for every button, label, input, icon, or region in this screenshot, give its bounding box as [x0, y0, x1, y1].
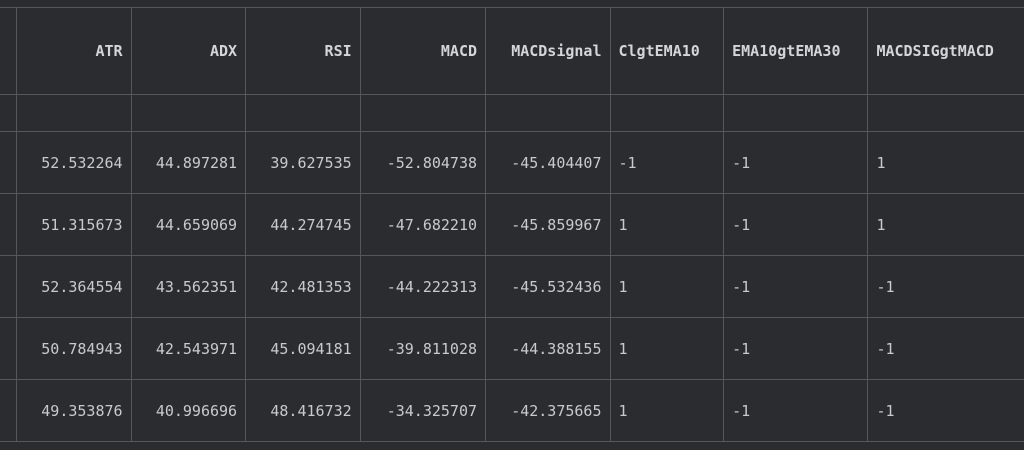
column-header: ATR	[16, 7, 132, 95]
table-cell: -1	[723, 255, 869, 318]
table-cell: -1	[723, 193, 869, 256]
table-cell: 39.627535	[245, 131, 361, 194]
index-cell	[0, 193, 17, 256]
table-cell: 52.364554	[16, 255, 132, 318]
table-row: 49.353876 40.996696 48.416732 -34.325707…	[0, 379, 1024, 442]
table-cell: 42.543971	[130, 317, 247, 380]
column-header: MACDSIGgtMACD	[867, 7, 1024, 95]
table-cell: -1	[867, 379, 1024, 442]
table-cell: 42.481353	[245, 255, 361, 318]
table-cell: 1	[609, 379, 725, 442]
table-cell: -47.682210	[359, 193, 487, 256]
index-name-row	[0, 94, 1024, 132]
index-cell	[0, 379, 17, 442]
table-cell: -39.811028	[359, 317, 487, 380]
column-header: ADX	[130, 7, 247, 95]
table-cell: 44.274745	[245, 193, 361, 256]
table-cell: -45.404407	[485, 131, 611, 194]
column-header: EMA10gtEMA30	[723, 7, 869, 95]
header-row: ATR ADX RSI MACD MACDsignal ClgtEMA10 EM…	[0, 7, 1024, 95]
index-cell	[0, 317, 17, 380]
table-row: 52.364554 43.562351 42.481353 -44.222313…	[0, 255, 1024, 318]
column-header: MACD	[359, 7, 487, 95]
table-row: 52.532264 44.897281 39.627535 -52.804738…	[0, 131, 1024, 194]
table-cell: 1	[609, 193, 725, 256]
table-cell: 43.562351	[130, 255, 247, 318]
table-cell: 44.659069	[130, 193, 247, 256]
table-cell: 40.996696	[130, 379, 247, 442]
index-cell	[0, 255, 17, 318]
table-cell: -42.375665	[485, 379, 611, 442]
table-cell: -44.222313	[359, 255, 487, 318]
table-cell: -45.532436	[485, 255, 611, 318]
table-cell: 48.416732	[245, 379, 361, 442]
table-cell: 45.094181	[245, 317, 361, 380]
table-cell: -34.325707	[359, 379, 487, 442]
table-cell: 1	[609, 255, 725, 318]
table-row: 50.784943 42.543971 45.094181 -39.811028…	[0, 317, 1024, 380]
table-cell: 44.897281	[130, 131, 247, 194]
table-cell: 51.315673	[16, 193, 132, 256]
table-cell: -1	[867, 317, 1024, 380]
table-cell: 52.532264	[16, 131, 132, 194]
table-row: 51.315673 44.659069 44.274745 -47.682210…	[0, 193, 1024, 256]
table-cell: -1	[723, 131, 869, 194]
table-cell: -45.859967	[485, 193, 611, 256]
table-cell: 1	[867, 193, 1024, 256]
table-cell: 1	[609, 317, 725, 380]
dataframe-table: ATR ADX RSI MACD MACDsignal ClgtEMA10 EM…	[0, 7, 1024, 442]
table-cell: -1	[867, 255, 1024, 318]
table-cell: -44.388155	[485, 317, 611, 380]
column-header: ClgtEMA10	[609, 7, 725, 95]
table-cell: 49.353876	[16, 379, 132, 442]
table-cell: -1	[609, 131, 725, 194]
table-cell: 50.784943	[16, 317, 132, 380]
table-cell: -52.804738	[359, 131, 487, 194]
table-cell: 1	[867, 131, 1024, 194]
table-cell: -1	[723, 379, 869, 442]
table-cell: -1	[723, 317, 869, 380]
column-header: MACDsignal	[485, 7, 611, 95]
index-cell	[0, 131, 17, 194]
index-header	[0, 7, 17, 95]
column-header: RSI	[245, 7, 361, 95]
